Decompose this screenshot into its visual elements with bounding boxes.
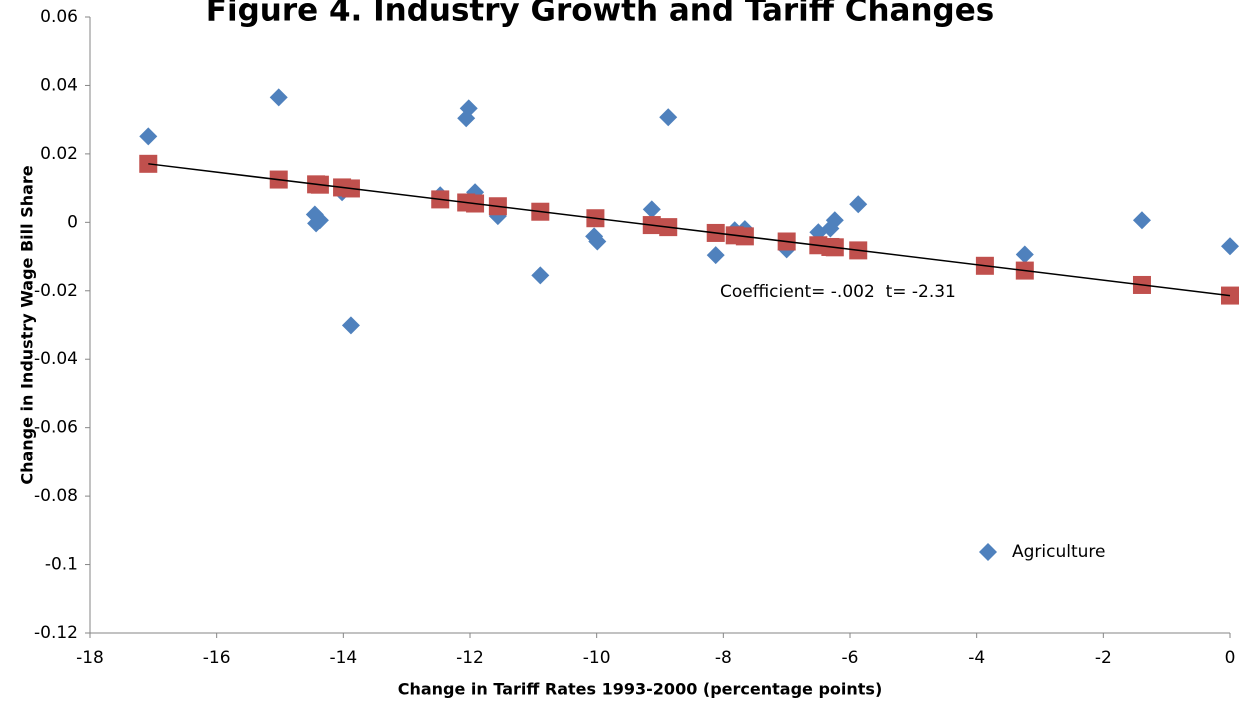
diamond-marker (531, 266, 550, 285)
y-tick-label: 0.04 (40, 75, 78, 95)
y-tick-label: 0.02 (40, 144, 78, 164)
x-tick-label: -10 (583, 648, 611, 668)
x-tick-label: -6 (842, 648, 859, 668)
x-tick-label: -16 (203, 648, 231, 668)
y-tick-label: -0.12 (34, 623, 78, 643)
x-tick-label: -4 (968, 648, 985, 668)
y-axis-title: Change in Industry Wage Bill Share (18, 165, 37, 484)
diamond-marker (642, 200, 661, 219)
diamond-marker (849, 195, 868, 214)
x-tick-label: -12 (456, 648, 484, 668)
diamond-marker (310, 211, 329, 230)
x-tick-label: -14 (329, 648, 357, 668)
annotation: Coefficient= -.002 t= -2.31 (720, 282, 956, 302)
diamond-marker (459, 99, 478, 118)
y-tick-label: -0.02 (34, 281, 78, 301)
legend-marker (979, 543, 997, 561)
diamond-marker (341, 316, 360, 335)
diamond-marker (1221, 237, 1239, 256)
x-axis-title: Change in Tariff Rates 1993-2000 (percen… (398, 680, 883, 699)
y-tick-label: -0.06 (34, 418, 78, 438)
diamond-marker (659, 108, 678, 127)
x-tick-label: -8 (715, 648, 732, 668)
diamond-marker (1132, 211, 1151, 230)
legend-label: Agriculture (1012, 542, 1106, 562)
diamond-marker (269, 88, 288, 107)
x-tick-label: -18 (76, 648, 104, 668)
x-tick-label: -2 (1095, 648, 1112, 668)
diamond-marker (706, 246, 725, 265)
diamond-marker (139, 127, 158, 146)
trendline (148, 163, 1231, 297)
diamond-marker (588, 232, 607, 251)
y-tick-label: -0.08 (34, 486, 78, 506)
x-tick-label: 0 (1225, 648, 1236, 668)
y-tick-label: -0.04 (34, 349, 78, 369)
y-tick-label: 0 (67, 212, 78, 232)
diamond-marker (825, 211, 844, 230)
chart-title: Figure 4. Industry Growth and Tariff Cha… (206, 0, 994, 29)
y-tick-label: 0.06 (40, 7, 78, 27)
diamond-marker (1015, 245, 1034, 264)
y-tick-label: -0.1 (45, 555, 78, 575)
